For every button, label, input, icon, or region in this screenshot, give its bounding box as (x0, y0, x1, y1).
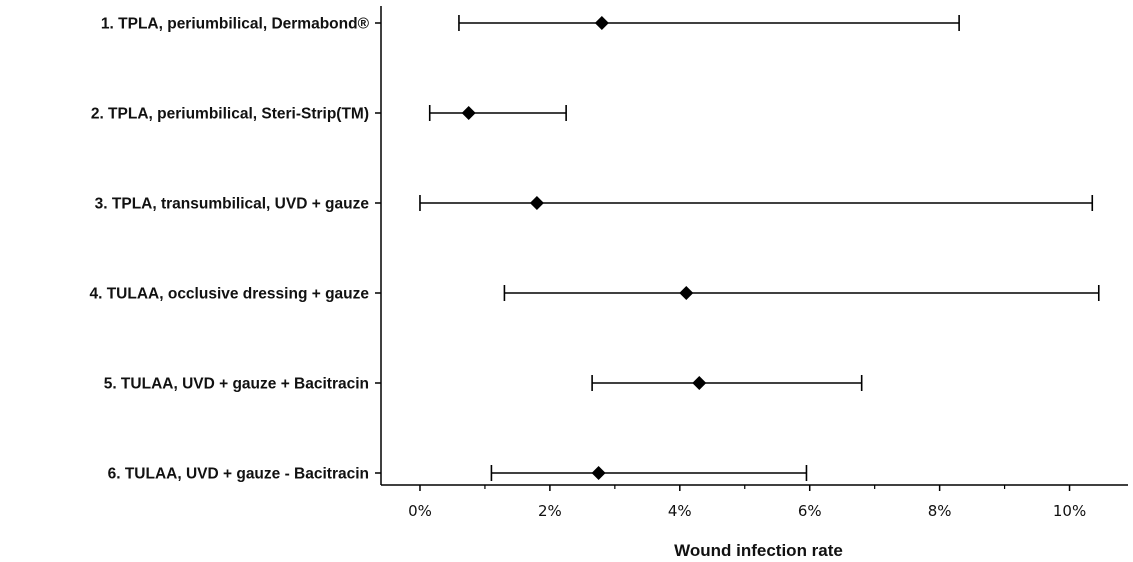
x-axis-title: Wound infection rate (674, 541, 843, 560)
row-labels: 1. TPLA, periumbilical, Dermabond® 2. TPL… (89, 16, 381, 483)
row-label-5: 5. TULAA, UVD + gauze + Bacitracin (104, 376, 369, 393)
row-label-3: 3. TPLA, transumbilical, UVD + gauze (95, 196, 370, 213)
estimate-marker-1 (594, 16, 609, 30)
interval-marks (419, 15, 1100, 481)
row-label-1: 1. TPLA, periumbilical, Dermabond® (101, 16, 370, 33)
estimate-marker-3 (529, 196, 544, 210)
x-tick-label: 2% (538, 502, 562, 520)
x-tick-label: 8% (928, 502, 952, 520)
row-label-4: 4. TULAA, occlusive dressing + gauze (89, 286, 369, 303)
estimate-marker-2 (461, 106, 476, 120)
estimate-marker-6 (591, 466, 606, 480)
x-tick-label: 6% (798, 502, 822, 520)
row-label-6: 6. TULAA, UVD + gauze - Bacitracin (108, 466, 369, 483)
estimate-marker-4 (679, 286, 694, 300)
row-label-2: 2. TPLA, periumbilical, Steri-Strip(TM) (91, 106, 369, 123)
x-axis-ticks: 0% 2% 4% 6% 8% 10% (408, 485, 1086, 520)
x-tick-label: 0% (408, 502, 432, 520)
x-tick-label: 4% (668, 502, 692, 520)
estimate-marker-5 (692, 376, 707, 390)
x-tick-label: 10% (1053, 502, 1086, 520)
